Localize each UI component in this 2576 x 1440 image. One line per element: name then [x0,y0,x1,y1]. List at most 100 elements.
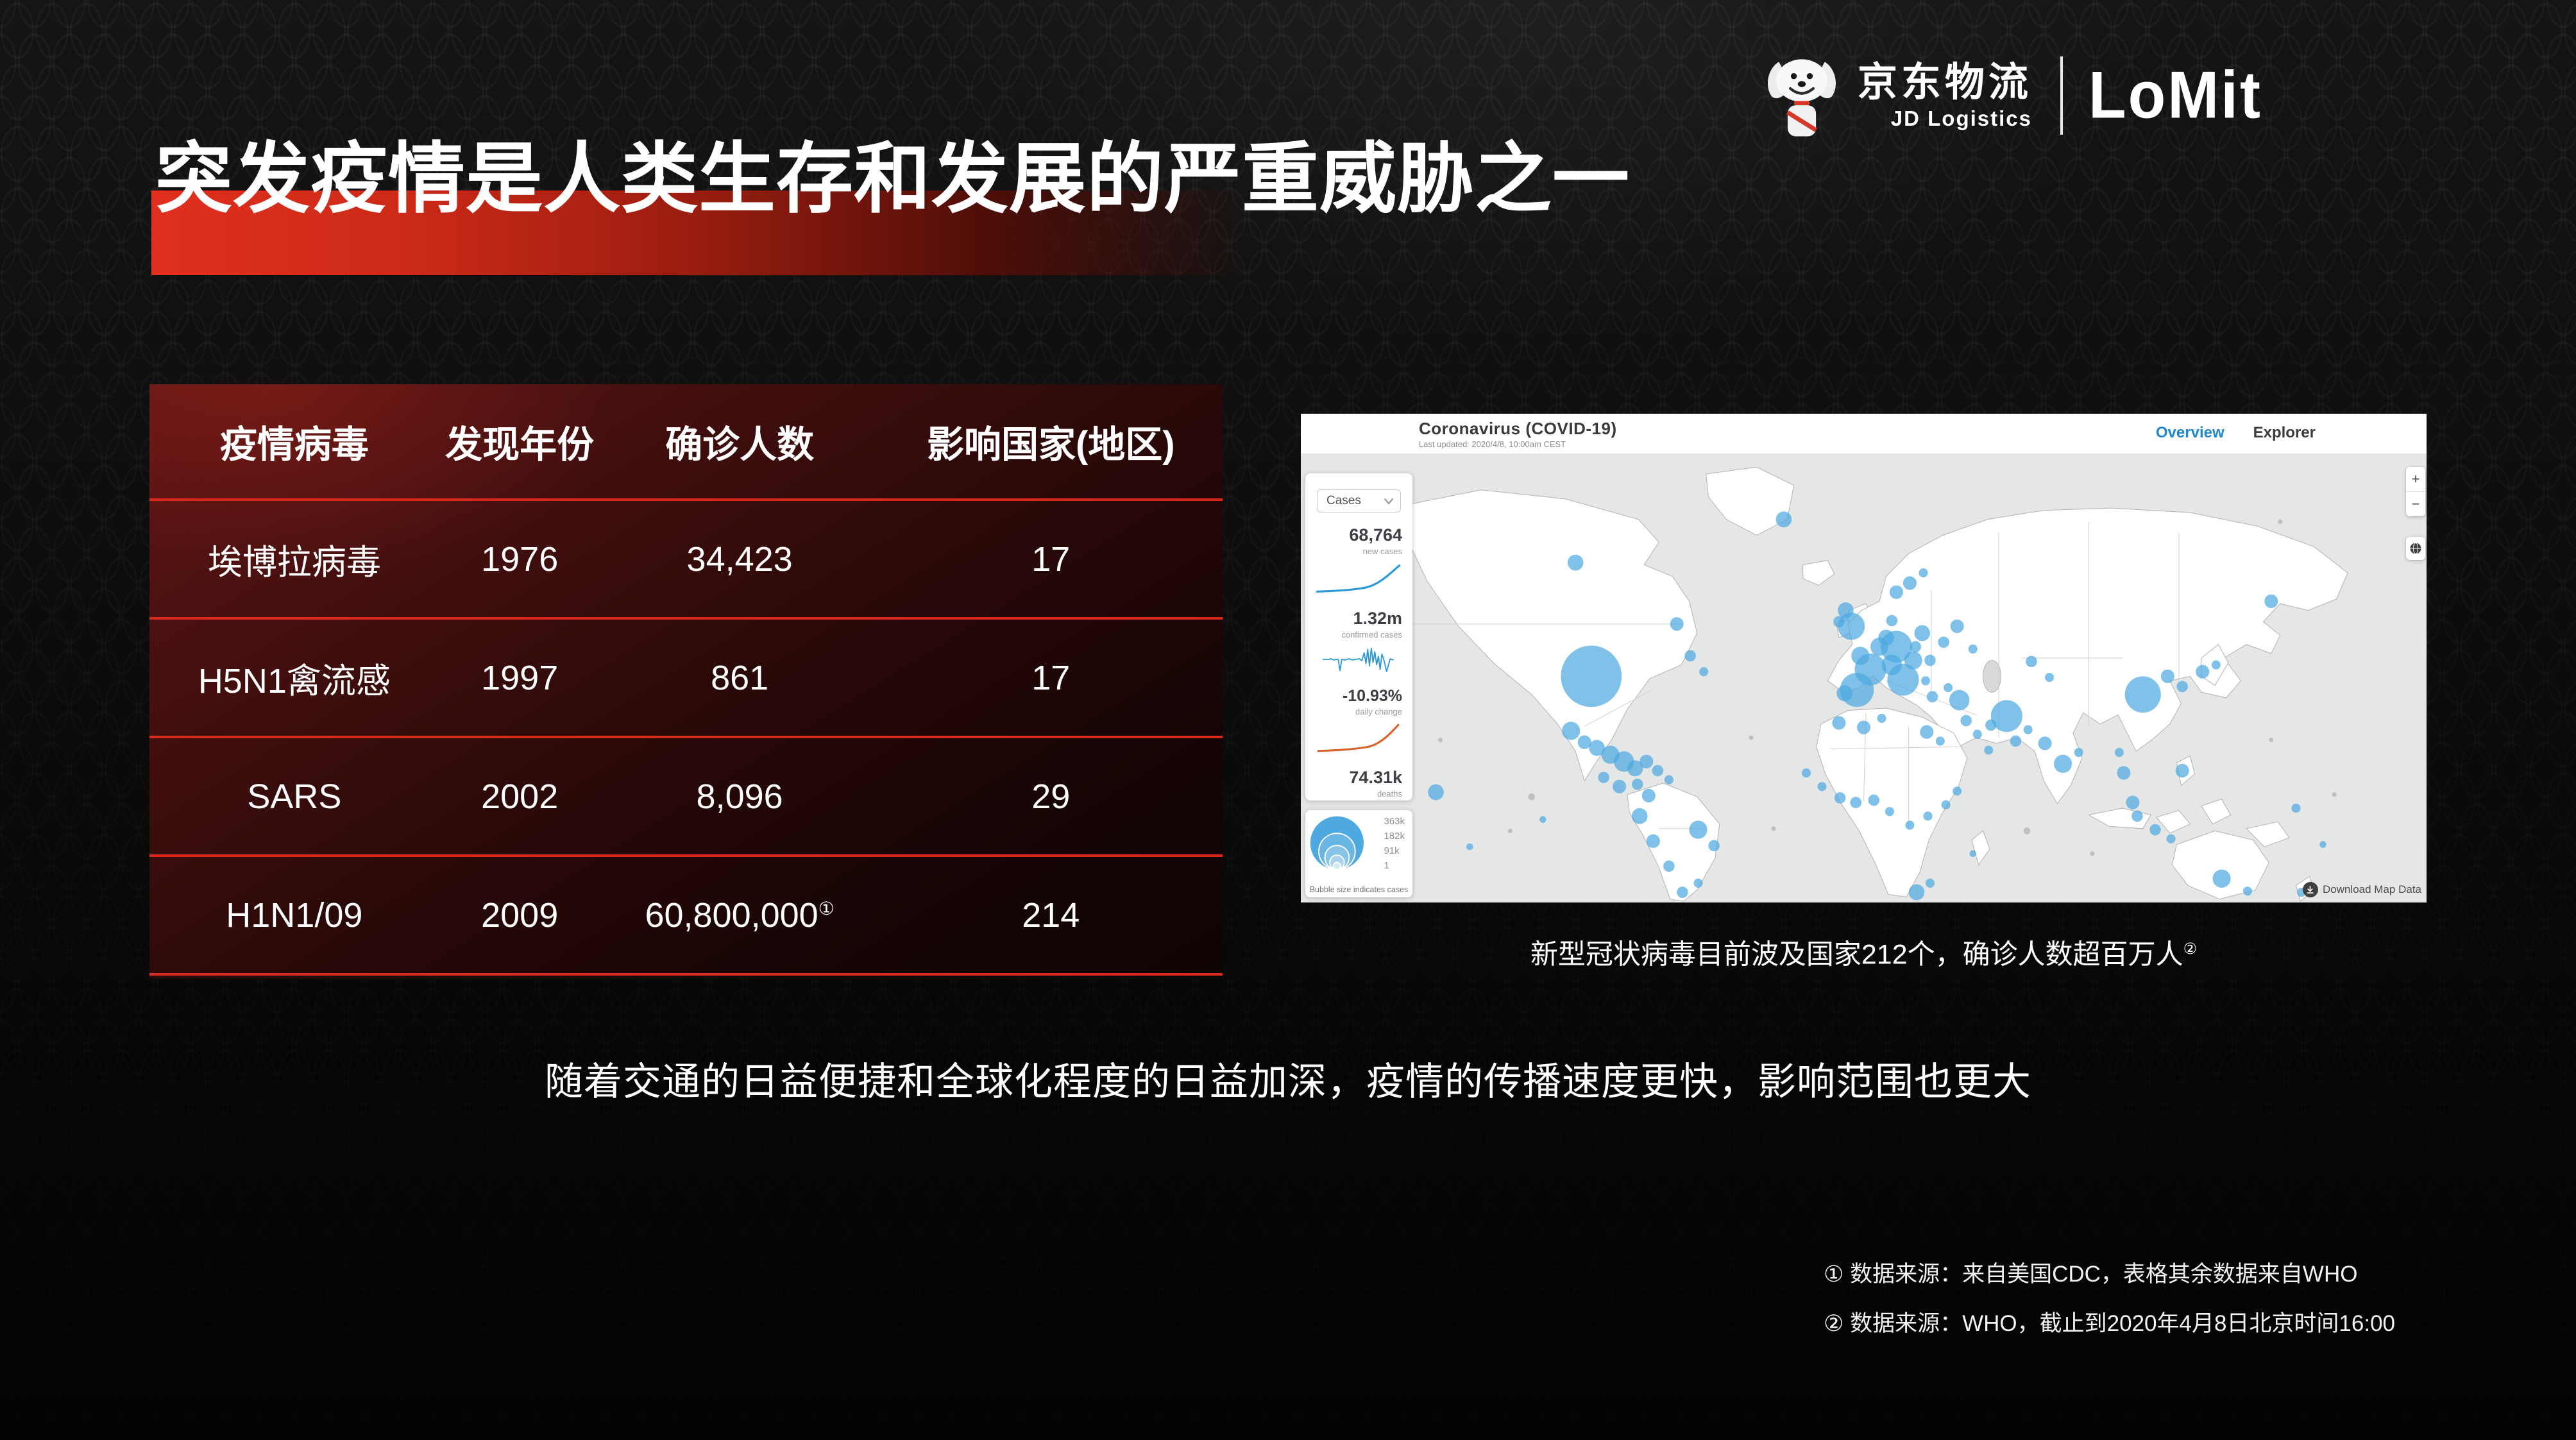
case-bubble [1923,811,1933,821]
zoom-in-button[interactable]: + [2411,471,2420,487]
zoom-out-button[interactable]: − [2411,496,2420,512]
bubble-legend-values: 363k 182k 91k 1 [1384,814,1405,873]
case-bubble [2319,841,2326,848]
case-bubble [1832,716,1846,730]
bubble-legend-value: 1 [1384,860,1389,871]
footnote: ① 数据来源：来自美国CDC，表格其余数据来自WHO [1824,1262,2358,1287]
confirmed-cases-value: 1.32m [1353,609,1402,628]
case-bubble [1693,878,1703,888]
dashboard-last-updated: Last updated: 2020/4/8, 10:00am CEST [1419,439,1566,449]
case-bubble [2114,747,2124,758]
case-bubble [2196,665,2210,679]
case-bubble [1627,760,1643,777]
case-bubble [1663,860,1675,872]
bubble-legend-value: 182k [1384,831,1405,842]
table-cell: 2009 [481,895,559,935]
zoom-divider [2406,491,2425,492]
case-bubble [1631,808,1648,824]
case-bubble [1664,775,1674,784]
table-separator [149,973,1223,976]
case-bubble [1836,685,1852,702]
minor-dot [1749,735,1754,740]
bubble-legend-icon [1310,816,1364,870]
minor-dot [2332,792,2337,797]
globe-projection-button[interactable] [2406,537,2425,560]
map-zoom-controls: + − [2406,467,2425,516]
daily-change-value: -10.93% [1342,687,1402,705]
case-bubble [1920,725,1934,739]
case-bubble [1938,636,1949,648]
chevron-down-icon [1384,498,1394,505]
tab-overview[interactable]: Overview [2155,424,2224,441]
tab-explorer[interactable]: Explorer [2253,424,2316,441]
case-bubble [1801,768,1811,778]
table-cell: 埃博拉病毒 [207,543,381,582]
case-bubble [1908,884,1925,901]
case-bubble [1905,820,1915,830]
case-bubble [1567,554,1584,571]
table-cell: 1997 [481,658,559,697]
new-cases-sparkline [1316,564,1401,593]
case-bubble [1889,585,1903,599]
table-cell: 60,800,000① [645,895,835,935]
table-cell: 2002 [481,777,559,816]
table-header-row: 疫情病毒 发现年份 确诊人数 影响国家(地区) [149,384,1223,498]
case-bubble [1941,800,1951,809]
deaths-sparkline [1317,724,1400,752]
case-bubble [1708,840,1720,852]
case-bubble [1972,729,1982,739]
case-bubble [1984,745,1994,755]
table-header-cell: 疫情病毒 [219,424,369,466]
case-bubble [1775,511,1792,528]
case-bubble [1562,722,1580,740]
table-cell: SARS [247,777,342,816]
table-cell: H1N1/09 [226,895,363,935]
minor-dot [2090,851,2095,856]
minor-dot [2278,519,2283,524]
table-cell: 17 [1031,539,1071,579]
case-bubble [1652,765,1664,777]
table-row: H5N1禽流感 1997 861 17 [149,620,1223,736]
case-bubble [1850,797,1861,808]
case-bubble [1926,878,1935,888]
case-bubble [1877,713,1886,723]
case-bubble [2176,681,2188,693]
case-bubble [1646,834,1660,848]
case-bubble [2166,834,2176,843]
download-map-data[interactable]: Download Map Data [2302,882,2421,897]
globe-icon [2410,543,2421,554]
table-cell: 214 [1022,895,1080,935]
case-bubble [1885,807,1894,817]
case-bubble [1949,690,1970,711]
table-header-cell: 确诊人数 [665,424,815,466]
partner-logo: LoMit [2089,58,2262,133]
case-bubbles [1428,511,2326,901]
cases-dropdown[interactable]: Cases [1317,489,1401,512]
case-bubble [1887,663,1919,696]
table-separator [149,736,1223,738]
world-map-svg [1301,453,2427,902]
table-row: 埃博拉病毒 1976 34,423 17 [149,501,1223,617]
case-bubble [1886,614,1898,627]
case-bubble [2124,676,2161,713]
case-bubble [1856,720,1871,734]
case-bubble [1868,794,1880,806]
case-bubble [1640,754,1654,768]
table-cell: H5N1禽流感 [198,662,391,700]
minor-dot [1528,793,1536,800]
case-bubble [1699,667,1709,677]
case-bubble [1969,850,1976,858]
confirmed-cases-label: confirmed cases [1341,630,1402,640]
table-separator [149,498,1223,501]
case-bubble [2026,656,2037,668]
minor-dot [2269,738,2274,743]
table-header-cell: 发现年份 [445,424,595,466]
case-bubble [1904,651,1922,670]
page-title: 突发疫情是人类生存和发展的严重威胁之一 [155,136,1630,222]
case-bubble [1921,676,1931,686]
case-bubble [1910,641,1922,653]
epidemic-table: 疫情病毒 发现年份 确诊人数 影响国家(地区) 埃博拉病毒 1976 34,423 17 H5N… [149,384,1223,978]
daily-change-label: daily change [1355,707,1402,716]
case-bubble [1631,778,1643,790]
bubble-legend-caption: Bubble size indicates cases [1309,885,1409,894]
